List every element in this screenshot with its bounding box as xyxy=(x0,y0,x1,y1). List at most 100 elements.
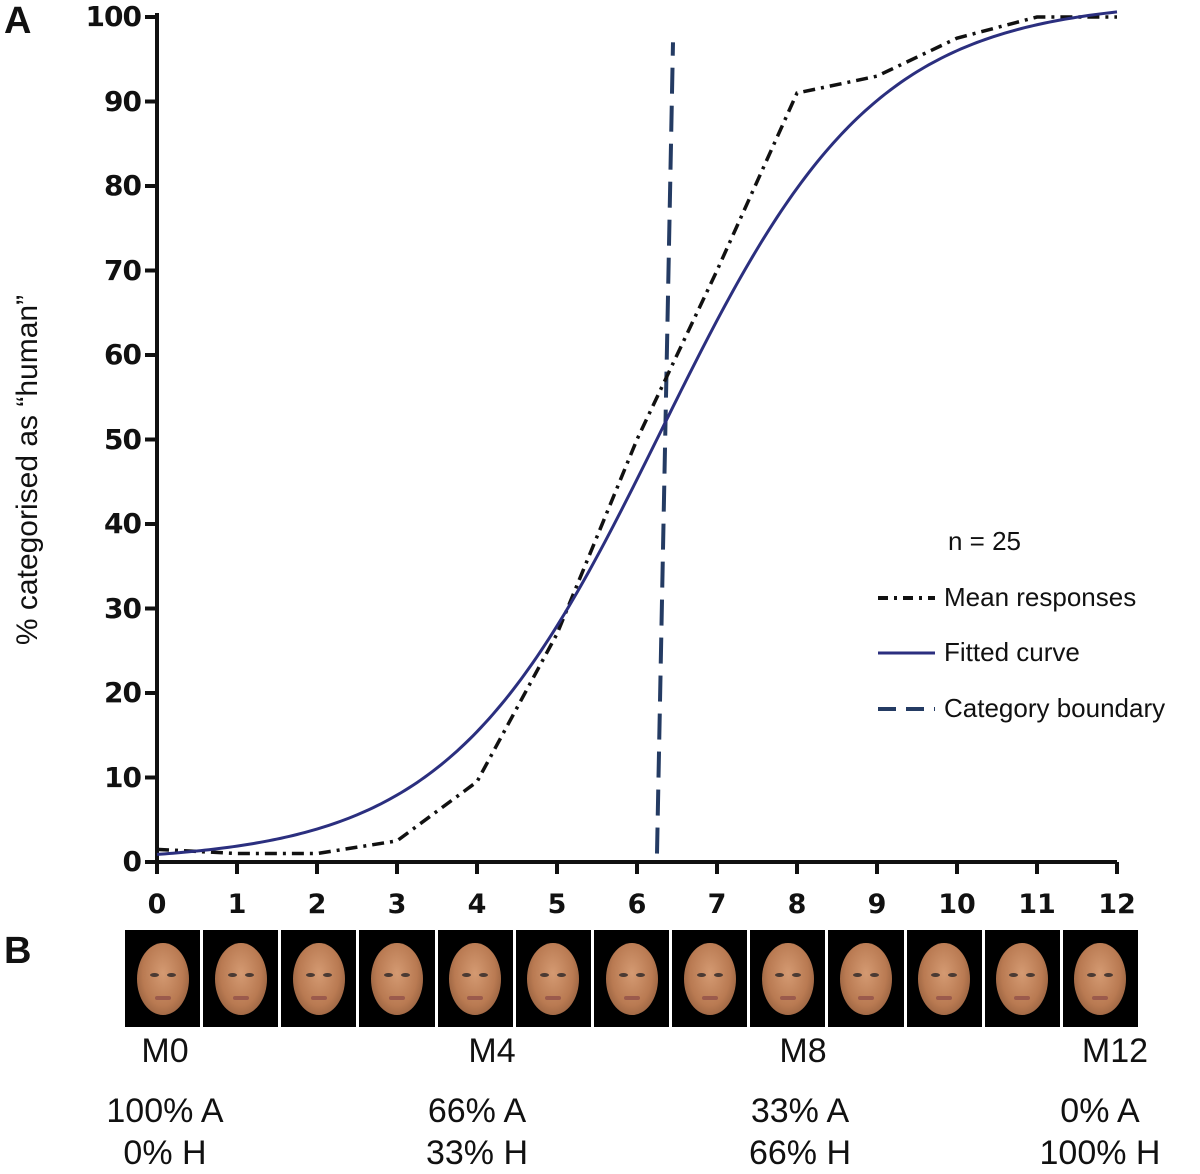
y-tick-label: 50 xyxy=(104,422,142,456)
x-tick-label: 12 xyxy=(1098,889,1136,920)
y-tick-label: 100 xyxy=(85,0,142,33)
mouth-icon xyxy=(154,995,171,1000)
morph-face-tile xyxy=(203,930,279,1027)
mouth-icon xyxy=(1014,995,1031,1000)
eye-icon xyxy=(635,972,645,977)
face-image xyxy=(605,942,658,1015)
eye-icon xyxy=(618,972,628,977)
fitted-curve-line xyxy=(156,10,1118,856)
panel-a-label: A xyxy=(4,0,32,42)
mouth-icon xyxy=(232,995,249,1000)
x-tick-label: 11 xyxy=(1018,889,1056,920)
fitted-curve xyxy=(156,10,1118,856)
face-image xyxy=(292,942,345,1015)
eye-icon xyxy=(869,972,879,977)
mouth-icon xyxy=(389,995,406,1000)
x-tick-label: 10 xyxy=(938,889,976,920)
y-tick-label: 30 xyxy=(104,591,142,625)
caption-android: 66% A xyxy=(427,1092,527,1130)
face-image xyxy=(918,942,971,1015)
morph-face-tile xyxy=(125,930,201,1027)
eye-icon xyxy=(401,972,411,977)
eye-icon xyxy=(479,972,489,977)
morph-face-tile xyxy=(437,930,513,1027)
category-boundary-line xyxy=(655,42,675,854)
mean-responses xyxy=(156,15,1117,856)
mouth-icon xyxy=(545,995,562,1000)
mouth-icon xyxy=(623,995,640,1000)
eye-icon xyxy=(774,972,784,977)
x-tick-label: 4 xyxy=(467,889,487,920)
x-tick-label: 2 xyxy=(307,889,327,920)
eye-icon xyxy=(1087,972,1097,977)
legend-mean-responses: Mean responses xyxy=(944,582,1137,612)
y-tick-label: 80 xyxy=(104,169,142,202)
caption-android: 100% A xyxy=(106,1092,224,1130)
face-image xyxy=(371,942,424,1015)
eye-icon xyxy=(462,972,472,977)
eye-icon xyxy=(1104,972,1114,977)
face-image xyxy=(761,942,814,1015)
caption-m8: M8 33% A 66% H xyxy=(690,1030,910,1174)
morph-face-tile xyxy=(672,930,748,1027)
x-tick-label: 0 xyxy=(147,889,167,920)
morph-face-tile xyxy=(281,930,357,1027)
mouth-icon xyxy=(857,995,874,1000)
eye-icon xyxy=(948,972,958,977)
eye-icon xyxy=(384,972,394,977)
eye-icon xyxy=(227,972,237,977)
eye-icon xyxy=(696,972,706,977)
y-tick-label: 20 xyxy=(104,676,142,709)
y-tick-label: 0 xyxy=(122,845,142,878)
mouth-icon xyxy=(1092,995,1109,1000)
mean-responses-line xyxy=(156,15,1117,856)
caption-label: M0 xyxy=(141,1032,189,1070)
eye-icon xyxy=(166,972,176,977)
eye-icon xyxy=(540,972,550,977)
face-image xyxy=(1074,942,1127,1015)
face-image xyxy=(449,942,502,1015)
caption-android: 0% A xyxy=(1060,1092,1140,1130)
legend-swatches xyxy=(878,596,935,711)
mouth-icon xyxy=(310,995,327,1000)
caption-label: M12 xyxy=(1081,1032,1149,1070)
mouth-icon xyxy=(467,995,484,1000)
face-image xyxy=(136,942,189,1015)
face-image xyxy=(996,942,1049,1015)
caption-human: 0% H xyxy=(123,1134,207,1172)
eye-icon xyxy=(1009,972,1019,977)
x-tick-label: 8 xyxy=(787,889,807,920)
chart-axes xyxy=(145,13,1119,874)
caption-m4: M4 66% A 33% H xyxy=(367,1030,587,1174)
legend-category-boundary: Category boundary xyxy=(944,693,1166,723)
x-tick-label: 9 xyxy=(867,889,887,920)
morph-face-tile xyxy=(750,930,826,1027)
morph-face-tile xyxy=(1062,930,1139,1027)
eye-icon xyxy=(713,972,723,977)
y-tick-label: 90 xyxy=(104,84,142,118)
eye-icon xyxy=(149,972,159,977)
eye-icon xyxy=(852,972,862,977)
legend-fitted-curve: Fitted curve xyxy=(944,637,1080,667)
y-tick-label: 70 xyxy=(104,253,142,287)
eye-icon xyxy=(557,972,567,977)
morph-face-tile xyxy=(984,930,1060,1027)
caption-human: 66% H xyxy=(748,1134,852,1172)
morph-face-tile xyxy=(828,930,904,1027)
eye-icon xyxy=(305,972,315,977)
sigmoid-chart xyxy=(145,10,1119,874)
legend-n: n = 25 xyxy=(948,526,1022,556)
caption-human: 33% H xyxy=(425,1134,529,1172)
x-tick-label: 3 xyxy=(387,889,407,920)
panel-b-label: B xyxy=(4,930,32,972)
x-tick-label: 6 xyxy=(627,889,647,920)
caption-m12: M12 0% A 100% H xyxy=(990,1030,1200,1174)
mouth-icon xyxy=(936,995,953,1000)
caption-label: M4 xyxy=(468,1032,516,1070)
x-tick-label: 5 xyxy=(547,889,567,920)
eye-icon xyxy=(322,972,332,977)
morph-face-strip xyxy=(125,930,1139,1027)
eye-icon xyxy=(1026,972,1036,977)
mouth-icon xyxy=(701,995,718,1000)
morph-face-tile xyxy=(906,930,982,1027)
